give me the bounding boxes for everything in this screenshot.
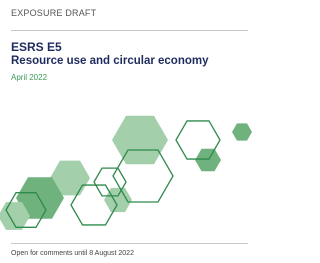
hexagon-graphic: [0, 0, 259, 263]
hexagon: [112, 116, 168, 164]
hexagon: [232, 123, 252, 140]
hexagon: [104, 188, 132, 212]
divider: [11, 243, 248, 244]
document-cover: EXPOSURE DRAFT ESRS E5 Resource use and …: [0, 0, 259, 263]
comment-note: Open for comments until 8 August 2022: [11, 250, 134, 257]
hexagon: [195, 149, 221, 172]
